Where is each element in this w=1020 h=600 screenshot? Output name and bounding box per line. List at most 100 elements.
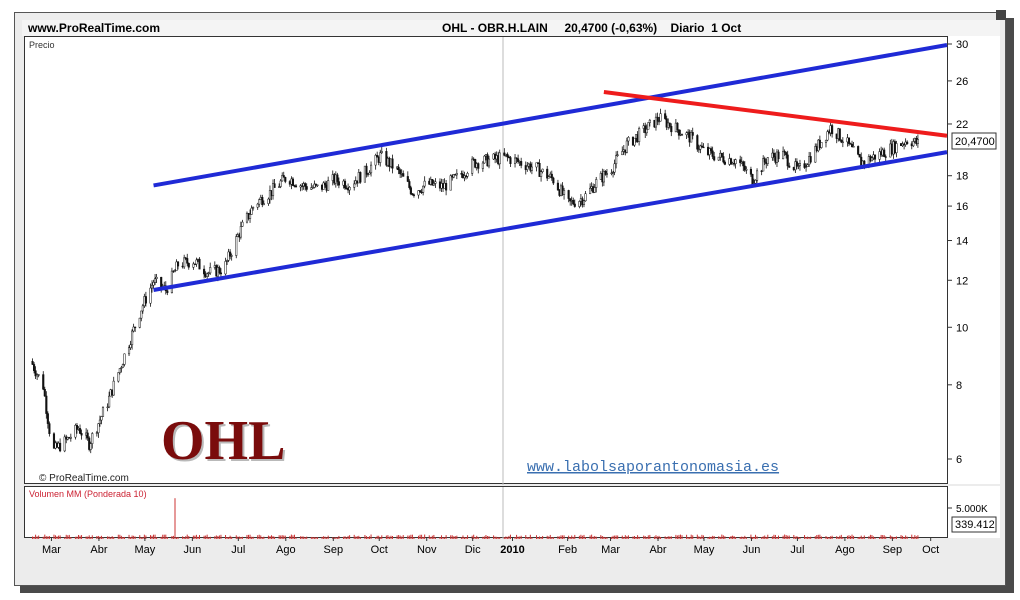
candle-body (365, 165, 368, 175)
price-panel[interactable]: Precio OHL OHL www.labolsaporantonomasia… (24, 36, 948, 485)
price-tick-label: 18 (956, 171, 968, 183)
candle-body (80, 433, 83, 436)
candle-body (379, 152, 382, 163)
candle-body (638, 128, 641, 142)
candle-body (37, 374, 40, 376)
candle-body (466, 173, 469, 177)
candle-body (763, 158, 766, 163)
candle-body (144, 296, 147, 304)
candle-body (305, 186, 308, 190)
candle-body (455, 173, 458, 176)
candle-body (613, 163, 616, 173)
candle-body (63, 436, 66, 452)
candle-body (368, 172, 371, 175)
date-tick-label: Dic (465, 544, 481, 556)
candle-body (720, 152, 723, 157)
price-axis-svg: 6 8 10 12 14 16 18 22 26 30 20,4700 (948, 39, 997, 466)
candle-body (645, 129, 648, 134)
candle-body (691, 132, 694, 136)
source-link[interactable]: www.labolsaporantonomasia.es (527, 459, 779, 476)
candle-body (820, 142, 823, 148)
candle-body (279, 180, 282, 187)
candle-body (267, 198, 270, 204)
candle-body (123, 353, 126, 365)
volume-tick-label: 5.000K (956, 504, 988, 515)
candle-body (282, 175, 285, 178)
candle-body (419, 190, 422, 193)
last-volume-value: 339.412 (955, 519, 995, 531)
candle-body (348, 187, 351, 191)
candle-body (411, 193, 414, 196)
candle-body (183, 257, 186, 268)
candle-body (262, 203, 265, 206)
date-tick-label: Jun (743, 544, 761, 556)
candle-body (604, 171, 607, 175)
date-axis: Mar Abr May Jun Jul Ago Sep Oct Nov Dic 2010 Feb Mar… (24, 538, 1000, 558)
candle-body (605, 173, 608, 175)
candle-body (131, 330, 134, 346)
date-tick-label: Sep (324, 544, 344, 556)
candle-body (702, 146, 705, 149)
candle-body (316, 184, 319, 186)
candle-body (483, 155, 486, 164)
candle-body (754, 180, 757, 184)
candle-body (515, 157, 518, 160)
candle-body (550, 173, 553, 179)
price-tick-label: 26 (956, 76, 968, 88)
candle-body (366, 173, 370, 176)
candle-body (445, 183, 448, 191)
candle-body (101, 407, 105, 417)
candle-body (749, 168, 752, 175)
candle-body (756, 170, 759, 181)
candle-body (235, 236, 238, 256)
candle-body (743, 165, 746, 171)
candle-body (708, 148, 711, 155)
candle-body (89, 443, 92, 450)
candle-body (824, 139, 828, 143)
candle-body (74, 424, 77, 438)
candle-body (610, 172, 613, 175)
candle-body (33, 364, 36, 371)
candle-body (685, 132, 688, 136)
candle-body (412, 194, 415, 196)
candle-body (785, 152, 788, 156)
candle-body (540, 171, 543, 177)
candle-body (729, 158, 733, 165)
candle-body (327, 180, 330, 191)
candle-body (696, 135, 699, 150)
candle-body (343, 180, 347, 189)
site-name[interactable]: www.ProRealTime.com (28, 21, 161, 35)
candle-body (391, 158, 394, 169)
candle-body (782, 150, 785, 160)
candle-body (423, 180, 426, 187)
candle-body (150, 284, 154, 289)
candle-body (535, 162, 538, 168)
candle-body (406, 176, 409, 182)
candle-body (239, 226, 242, 238)
candle-body (224, 261, 227, 275)
candle-body (541, 168, 544, 172)
candle-body (229, 251, 232, 257)
candle-body (621, 151, 624, 156)
candle-body (422, 185, 425, 193)
volume-panel[interactable]: Volumen MM (Ponderada 10) (24, 486, 948, 539)
candle-body (45, 395, 48, 414)
price-tick-label: 12 (956, 275, 968, 287)
candle-body (252, 206, 255, 209)
candle-body (734, 159, 737, 164)
candle-body (895, 143, 898, 153)
candle-body (556, 182, 559, 191)
watermark-logo: OHL (161, 410, 285, 472)
candle-body (134, 326, 137, 329)
candle-body (230, 255, 233, 257)
candle-body (616, 154, 619, 156)
candle-body (449, 175, 452, 191)
date-tick-label: Ago (276, 544, 296, 556)
price-tick-label: 10 (956, 322, 968, 334)
date-tick-label: Nov (417, 544, 437, 556)
candle-body (700, 145, 703, 148)
trendline-lower-channel (153, 150, 948, 292)
candle-body (783, 150, 786, 153)
candle-body (883, 149, 886, 157)
date-tick-label: Abr (649, 544, 666, 556)
